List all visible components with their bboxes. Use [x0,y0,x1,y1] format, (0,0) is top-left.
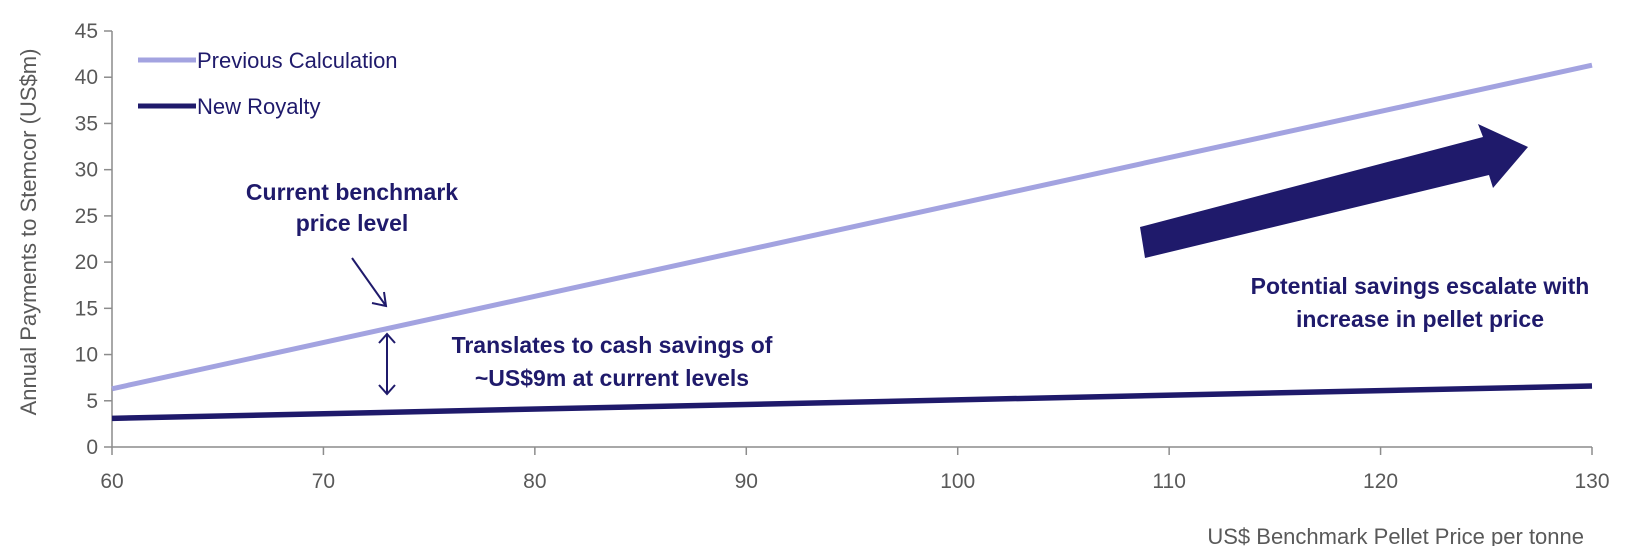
y-tick-label: 40 [75,66,98,89]
y-tick-label: 45 [75,20,98,43]
series-line-previous-calculation [111,62,1593,392]
svg-text:Current benchmark: Current benchmark [246,179,458,205]
annotation-escalate-line-2: increase in pellet price [1296,306,1544,332]
series-line-new-royalty [111,383,1593,422]
x-axis: 60 70 80 90 100 110 120 130 [100,446,1610,493]
annotation-benchmark: Current benchmark price level [246,179,458,308]
y-tick-label: 20 [75,251,98,274]
legend-item: New Royalty [138,94,320,119]
x-tick-label: 130 [1574,470,1609,493]
svg-text:increase in pellet price: increase in pellet price [1296,306,1544,332]
svg-text:price level: price level [296,210,409,236]
annotation-benchmark-line-1: Current benchmark [246,179,458,205]
x-tick-label: 110 [1152,470,1185,493]
y-axis: 0 5 10 15 20 25 30 35 40 45 [75,20,113,459]
y-tick-label: 30 [75,159,98,182]
annotation-escalate: Potential savings escalate with increase… [1140,124,1589,332]
annotation-cash-line-2: ~US$9m at current levels [475,365,749,391]
benchmark-pointer-arrow [351,257,388,308]
legend-label: Previous Calculation [197,48,398,73]
legend-label: New Royalty [197,94,320,119]
annotation-escalate-line-1: Potential savings escalate with [1251,273,1590,299]
savings-double-arrow [378,332,396,396]
x-tick-label: 120 [1363,470,1398,493]
svg-text:Potential savings escalate wit: Potential savings escalate with [1251,273,1590,299]
annotation-cash-savings: Translates to cash savings of ~US$9m at … [378,332,773,396]
y-tick-label: 25 [75,205,98,228]
y-tick-label: 35 [75,112,98,135]
svg-text:~US$9m at current levels: ~US$9m at current levels [475,365,749,391]
x-tick-label: 80 [523,470,546,493]
y-tick-label: 10 [75,344,98,367]
svg-text:Translates to cash savings of: Translates to cash savings of [452,332,773,358]
y-tick-label: 15 [75,297,98,320]
escalation-arrow [1140,124,1528,258]
x-tick-label: 70 [312,470,335,493]
x-tick-label: 60 [100,470,123,493]
legend: Previous Calculation New Royalty [138,48,398,119]
series-layer [111,62,1593,422]
annotation-benchmark-line-2: price level [296,210,409,236]
x-tick-label: 100 [940,470,975,493]
y-axis-title: Annual Payments to Stemcor (US$m) [16,49,41,416]
annotation-cash-line-1: Translates to cash savings of [452,332,773,358]
x-axis-title: US$ Benchmark Pellet Price per tonne [1207,524,1584,546]
x-tick-label: 90 [735,470,758,493]
legend-item: Previous Calculation [138,48,398,73]
y-tick-label: 0 [86,436,98,459]
y-tick-label: 5 [86,390,98,413]
